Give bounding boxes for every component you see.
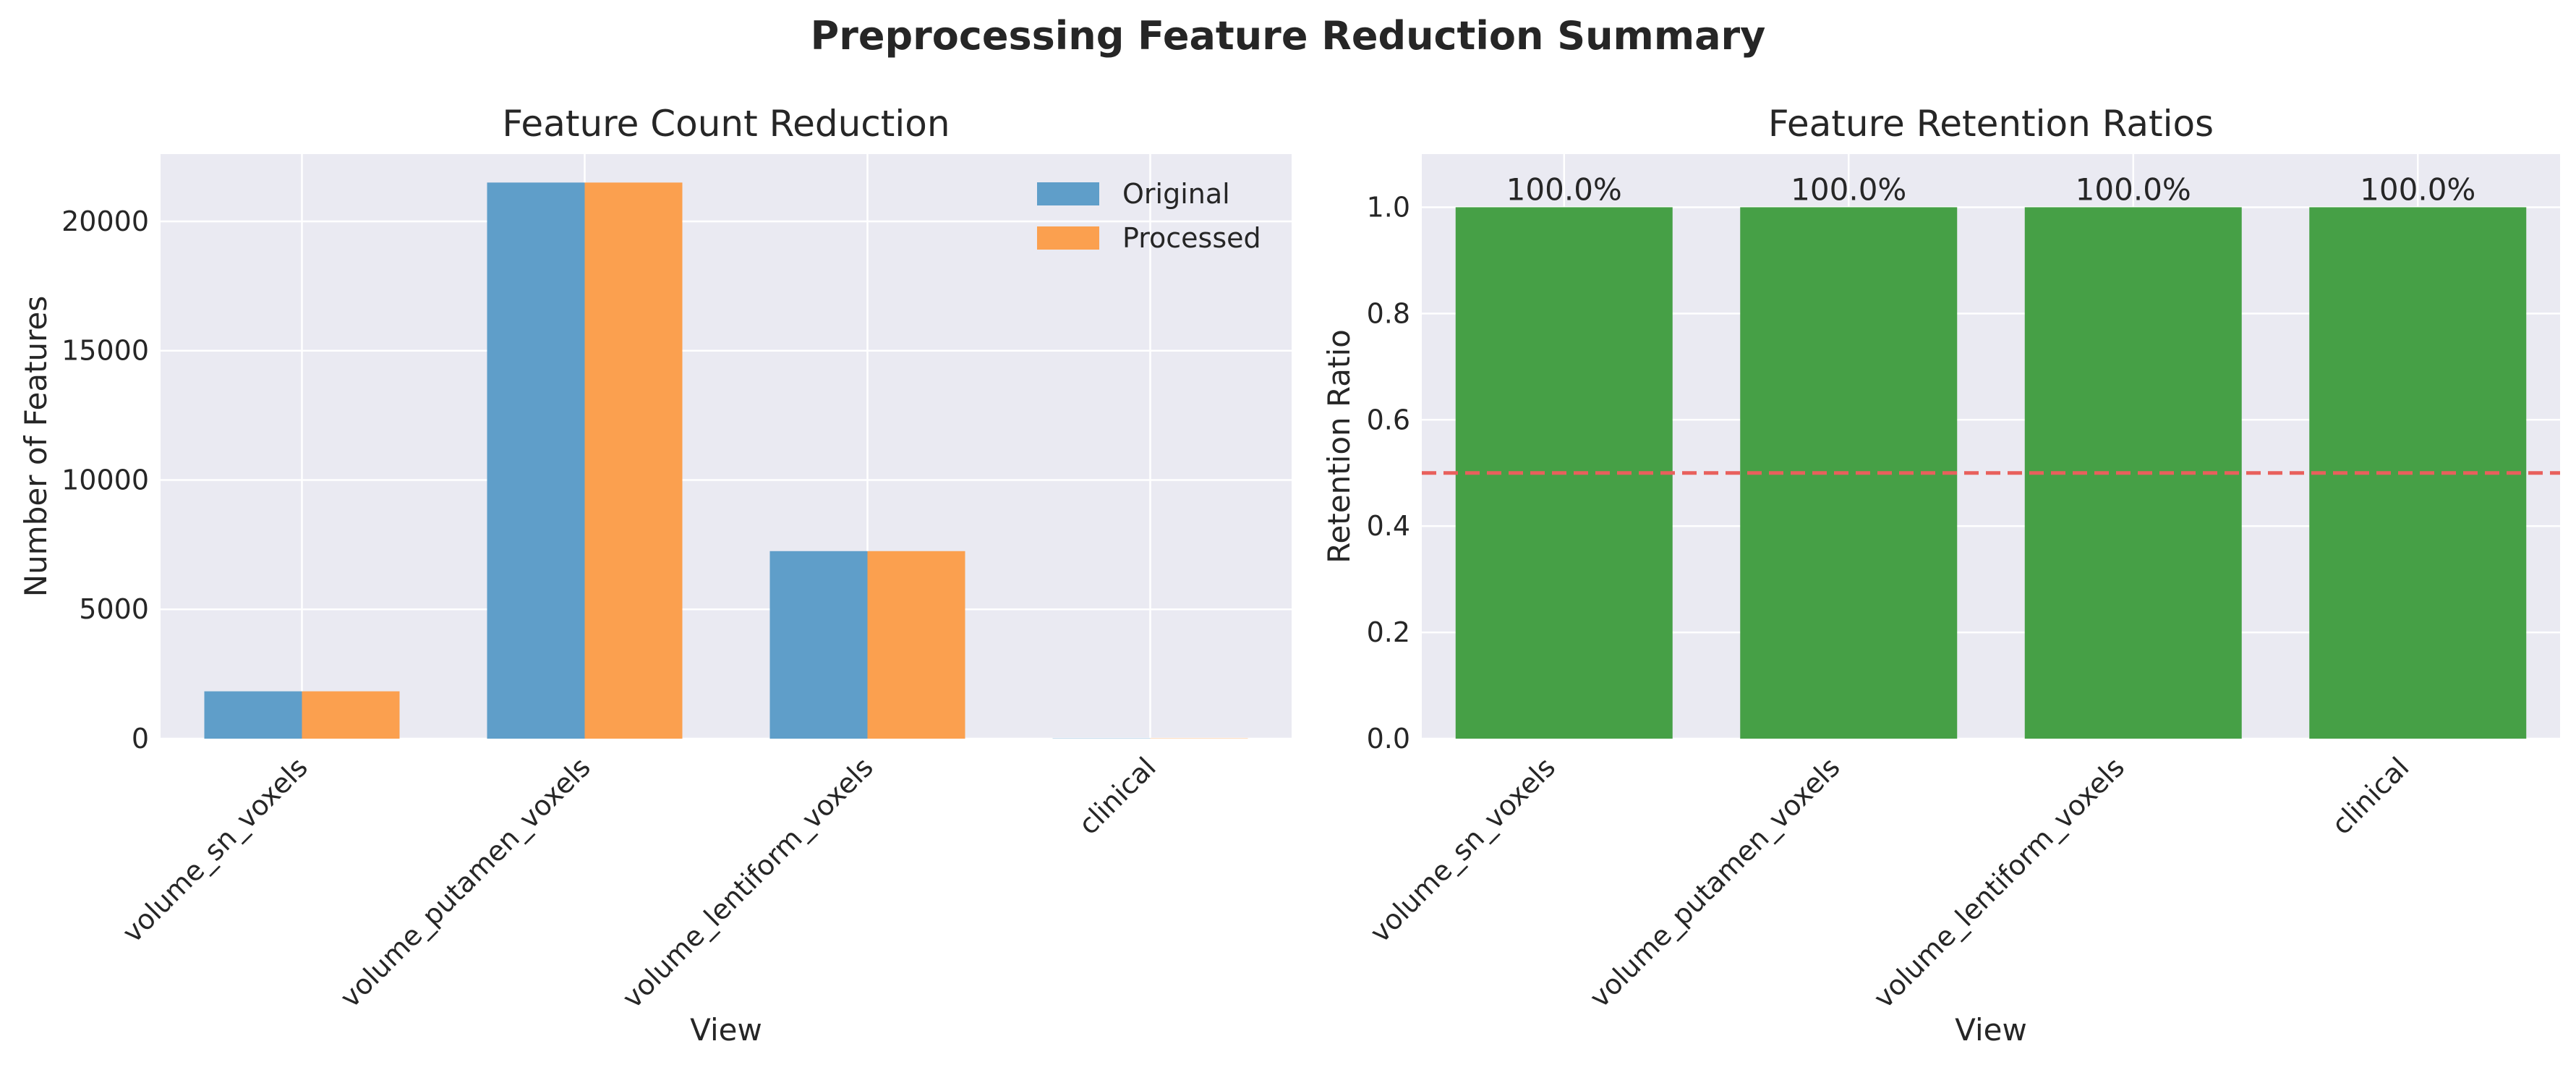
- data-label: 100.0%: [1791, 171, 1906, 207]
- x-tick-label: volume_lentiform_voxels: [1867, 751, 2131, 1014]
- x-tick-label: volume_sn_voxels: [116, 751, 314, 948]
- y-tick-label: 0.4: [1367, 510, 1410, 542]
- legend-label-processed: Processed: [1122, 222, 1261, 254]
- legend-swatch-processed: [1037, 226, 1099, 250]
- y-tick-label: 5000: [79, 593, 149, 625]
- x-tick-label: clinical: [1072, 751, 1162, 841]
- figure-title: Preprocessing Feature Reduction Summary: [810, 13, 1766, 59]
- x-tick-label: volume_putamen_voxels: [1584, 751, 1846, 1014]
- y-tick-labels: 0 5000 10000 15000 20000: [61, 205, 149, 755]
- chart-title: Feature Count Reduction: [502, 103, 950, 145]
- x-tick-label: volume_putamen_voxels: [334, 751, 597, 1014]
- x-axis-label: View: [690, 1012, 762, 1048]
- data-labels: 100.0% 100.0% 100.0% 100.0%: [1506, 171, 2476, 207]
- bar-group: [204, 182, 1248, 739]
- y-tick-label: 0.0: [1367, 723, 1410, 755]
- x-tick-label: volume_sn_voxels: [1364, 751, 1561, 948]
- y-tick-label: 0.6: [1367, 404, 1410, 436]
- y-tick-label: 1.0: [1367, 191, 1410, 223]
- legend: Original Processed: [1037, 178, 1261, 254]
- retention-ratio-chart: 100.0% 100.0% 100.0% 100.0% 0.0 0.2 0.4 0.6 0.8…: [1321, 103, 2560, 1048]
- bar-original-volume_lentiform_voxels: [769, 551, 868, 739]
- y-tick-label: 0.8: [1367, 297, 1410, 329]
- x-tick-label: volume_lentiform_voxels: [616, 751, 879, 1014]
- y-tick-label: 0: [132, 723, 149, 755]
- x-axis-label: View: [1955, 1012, 2027, 1048]
- y-tick-label: 15000: [61, 335, 149, 367]
- data-label: 100.0%: [1506, 171, 1622, 207]
- x-tick-label: clinical: [2326, 751, 2415, 841]
- y-axis-label: Retention Ratio: [1321, 329, 1357, 564]
- bar-original-volume_sn_voxels: [204, 691, 302, 739]
- y-tick-labels: 0.0 0.2 0.4 0.6 0.8 1.0: [1367, 191, 1410, 755]
- legend-swatch-original: [1037, 182, 1099, 205]
- data-label: 100.0%: [2360, 171, 2475, 207]
- x-tick-labels: volume_sn_voxels volume_putamen_voxels vol…: [116, 751, 1162, 1014]
- bar-processed-volume_lentiform_voxels: [867, 551, 965, 739]
- y-tick-label: 10000: [61, 464, 149, 496]
- axes-background: [161, 154, 1292, 739]
- bar-processed-volume_sn_voxels: [302, 691, 400, 739]
- y-tick-label: 0.2: [1367, 616, 1410, 648]
- bar-original-volume_putamen_voxels: [487, 182, 585, 739]
- bar-processed-volume_putamen_voxels: [584, 182, 683, 739]
- data-label: 100.0%: [2076, 171, 2191, 207]
- y-tick-label: 20000: [61, 205, 149, 237]
- legend-label-original: Original: [1122, 178, 1230, 210]
- x-tick-labels: volume_sn_voxels volume_putamen_voxels vol…: [1364, 751, 2415, 1014]
- y-axis-label: Number of Features: [18, 296, 54, 598]
- chart-title: Feature Retention Ratios: [1768, 103, 2214, 145]
